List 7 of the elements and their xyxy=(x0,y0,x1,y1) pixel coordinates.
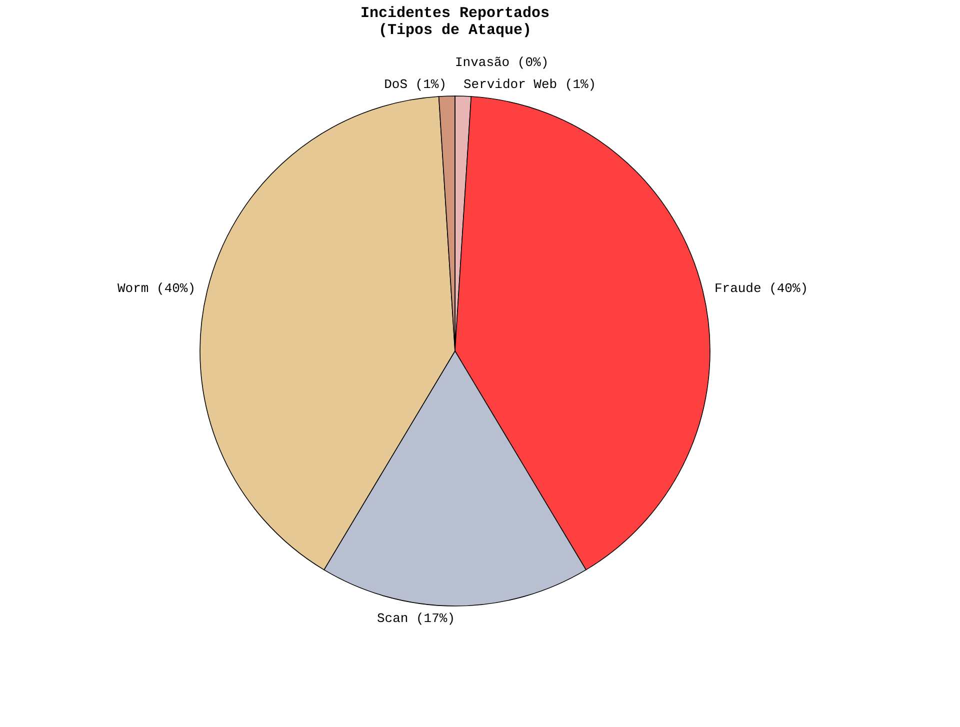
slice-label: Fraude (40%) xyxy=(714,281,808,296)
slice-label: Servidor Web (1%) xyxy=(463,77,596,92)
slice-label: DoS (1%) xyxy=(384,77,447,92)
chart-title: Incidentes Reportados (Tipos de Ataque) xyxy=(360,5,550,39)
slice-label: Scan (17%) xyxy=(376,611,455,626)
slice-label: Worm (40%) xyxy=(118,281,196,296)
category-label: Invasão (0%) xyxy=(455,55,549,70)
